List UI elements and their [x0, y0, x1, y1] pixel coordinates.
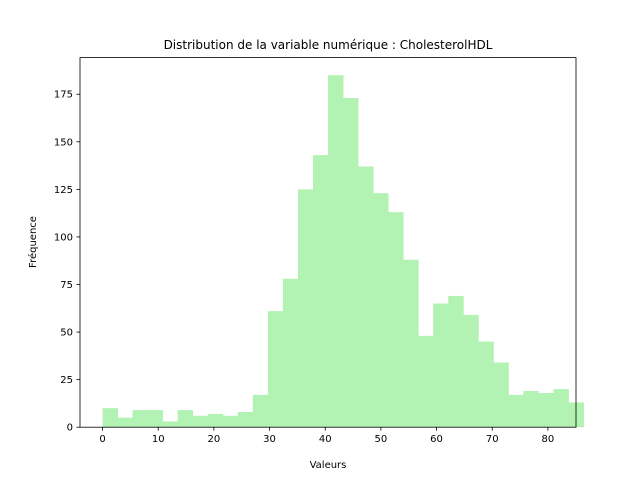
x-tick-label: 0: [99, 434, 105, 445]
bars-group: [102, 75, 584, 428]
histogram-bar: [523, 391, 539, 428]
histogram-bar: [147, 410, 164, 428]
histogram-bar: [493, 362, 509, 428]
x-tick-label: 80: [542, 434, 555, 445]
histogram-bar: [282, 278, 299, 428]
y-tick-label: 75: [60, 280, 73, 291]
y-axis-ticks: 0 25 50 75 100 125 150 175: [54, 90, 80, 434]
x-tick-label: 70: [486, 434, 499, 445]
chart-title: Distribution de la variable numérique : …: [164, 38, 493, 52]
x-tick-label: 10: [152, 434, 165, 445]
histogram-bar: [102, 408, 118, 428]
histogram-bar: [358, 166, 374, 428]
histogram-bar: [418, 335, 434, 428]
histogram-bar: [162, 421, 179, 428]
histogram-bar: [433, 303, 449, 428]
x-axis-label: Valeurs: [310, 460, 347, 471]
y-tick-label: 150: [54, 137, 73, 148]
histogram-bar: [478, 341, 494, 428]
plot-frame: [79, 57, 577, 428]
x-axis-ticks: 0 10 20 30 40 50 60 70 80: [99, 427, 554, 445]
x-tick-label: 30: [263, 434, 276, 445]
y-tick-label: 25: [60, 375, 73, 386]
histogram-bar: [132, 410, 149, 428]
y-tick-label: 50: [60, 328, 73, 339]
histogram-bar: [252, 394, 269, 428]
histogram-bar: [312, 155, 329, 428]
x-tick-label: 40: [319, 434, 332, 445]
y-axis-label: Fréquence: [27, 216, 39, 268]
histogram-bar: [463, 314, 479, 428]
histogram-bar: [267, 311, 284, 428]
x-tick-label: 60: [430, 434, 443, 445]
histogram-bar: [117, 417, 134, 428]
histogram-bar: [343, 98, 359, 428]
y-tick-label: 100: [54, 232, 73, 243]
histogram-bar: [192, 415, 209, 428]
y-tick-label: 175: [54, 90, 73, 101]
histogram-bar: [538, 392, 554, 428]
histogram-bar: [207, 413, 224, 428]
histogram-bar: [388, 212, 404, 428]
histogram-bar: [553, 389, 569, 428]
histogram-bar: [403, 259, 419, 428]
x-tick-label: 50: [375, 434, 388, 445]
histogram-bar: [328, 75, 344, 428]
histogram-bar: [177, 410, 194, 428]
y-tick-label: 0: [67, 423, 73, 434]
histogram-bar: [373, 193, 389, 428]
histogram-bar: [237, 411, 254, 428]
histogram-bar: [222, 415, 239, 428]
y-tick-label: 125: [54, 185, 73, 196]
histogram-bar: [297, 189, 314, 428]
histogram-bar: [508, 394, 524, 428]
histogram-bar: [448, 295, 464, 428]
x-tick-label: 20: [208, 434, 221, 445]
